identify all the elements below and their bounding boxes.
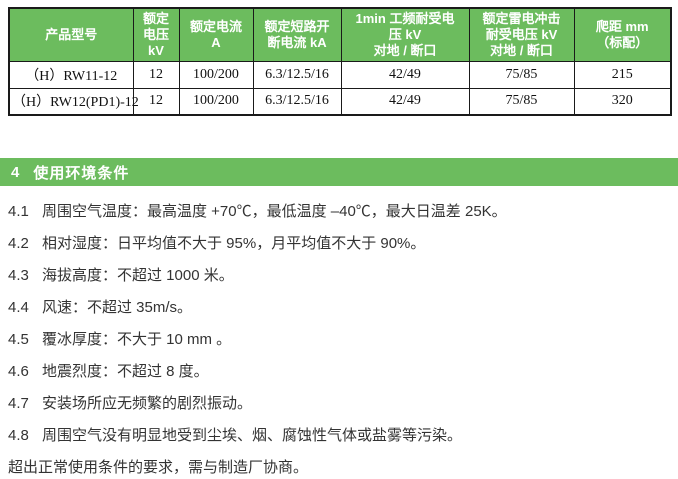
cell-power-freq-withstand: 42/49 <box>340 60 470 89</box>
table-row: （H）RW12(PD1)-12 12 100/200 6.3/12.5/16 4… <box>8 87 672 116</box>
cell-rated-current: 100/200 <box>178 60 254 89</box>
condition-item: 4.2 相对湿度：日平均值不大于 95%，月平均值不大于 90%。 <box>8 235 670 252</box>
col-header-rated-current: 额定电流 A <box>178 7 254 62</box>
condition-text: 周围空气没有明显地受到尘埃、烟、腐蚀性气体或盐雾等污染。 <box>42 427 463 444</box>
condition-number: 4.6 <box>8 363 29 380</box>
condition-text: 周围空气温度：最高温度 +70℃，最低温度 –40℃，最大日温差 25K。 <box>42 203 507 220</box>
col-header-creepage: 爬距 mm （标配） <box>573 7 672 62</box>
condition-number: 4.1 <box>8 203 29 220</box>
table-header-row: 产品型号 额定 电压 kV 额定电流 A 额定短路开 断电流 kA 1min 工… <box>8 7 672 62</box>
col-header-lightning-impulse: 额定雷电冲击 耐受电压 kV 对地 / 断口 <box>468 7 575 62</box>
section-title: 使用环境条件 <box>33 164 130 182</box>
table-row: （H）RW11-12 12 100/200 6.3/12.5/16 42/49 … <box>8 60 672 89</box>
condition-number: 4.8 <box>8 427 29 444</box>
cell-lightning-impulse: 75/85 <box>468 87 575 116</box>
cell-product-model: （H）RW11-12 <box>8 60 134 89</box>
cell-breaking-current: 6.3/12.5/16 <box>252 60 342 89</box>
product-spec-table-container: 产品型号 额定 电压 kV 额定电流 A 额定短路开 断电流 kA 1min 工… <box>8 7 672 116</box>
condition-number: 4.2 <box>8 235 29 252</box>
condition-text: 安装场所应无频繁的剧烈振动。 <box>42 395 253 412</box>
cell-creepage: 215 <box>573 60 672 89</box>
col-header-breaking-current: 额定短路开 断电流 kA <box>252 7 342 62</box>
cell-rated-voltage: 12 <box>132 60 180 89</box>
col-header-rated-voltage: 额定 电压 kV <box>132 7 180 62</box>
col-header-power-freq-withstand: 1min 工频耐受电 压 kV 对地 / 断口 <box>340 7 470 62</box>
condition-text: 海拔高度：不超过 1000 米。 <box>42 267 234 284</box>
section-number: 4 <box>11 163 20 181</box>
product-spec-table: 产品型号 额定 电压 kV 额定电流 A 额定短路开 断电流 kA 1min 工… <box>8 7 672 116</box>
col-header-product-model: 产品型号 <box>8 7 134 62</box>
condition-text: 风速：不超过 35m/s。 <box>42 299 193 316</box>
section-header: 4 使用环境条件 <box>0 158 678 186</box>
condition-text: 覆冰厚度：不大于 10 mm 。 <box>42 331 232 348</box>
cell-rated-current: 100/200 <box>178 87 254 116</box>
condition-item: 4.1 周围空气温度：最高温度 +70℃，最低温度 –40℃，最大日温差 25K… <box>8 203 670 220</box>
condition-number: 4.5 <box>8 331 29 348</box>
cell-rated-voltage: 12 <box>132 87 180 116</box>
condition-text: 相对湿度：日平均值不大于 95%，月平均值不大于 90%。 <box>42 235 426 252</box>
cell-power-freq-withstand: 42/49 <box>340 87 470 116</box>
cell-lightning-impulse: 75/85 <box>468 60 575 89</box>
condition-number: 4.3 <box>8 267 29 284</box>
condition-item: 4.4 风速：不超过 35m/s。 <box>8 299 670 316</box>
condition-number: 4.7 <box>8 395 29 412</box>
cell-creepage: 320 <box>573 87 672 116</box>
cell-breaking-current: 6.3/12.5/16 <box>252 87 342 116</box>
condition-item: 4.3 海拔高度：不超过 1000 米。 <box>8 267 670 284</box>
condition-item: 4.8 周围空气没有明显地受到尘埃、烟、腐蚀性气体或盐雾等污染。 <box>8 427 670 444</box>
condition-item: 4.7 安装场所应无频繁的剧烈振动。 <box>8 395 670 412</box>
footnote-text: 超出正常使用条件的要求，需与制造厂协商。 <box>8 459 309 476</box>
condition-item: 4.5 覆冰厚度：不大于 10 mm 。 <box>8 331 670 348</box>
condition-number: 4.4 <box>8 299 29 316</box>
conditions-list: 4.1 周围空气温度：最高温度 +70℃，最低温度 –40℃，最大日温差 25K… <box>8 203 670 476</box>
cell-product-model: （H）RW12(PD1)-12 <box>8 87 139 116</box>
condition-item: 4.6 地震烈度：不超过 8 度。 <box>8 363 670 380</box>
condition-text: 地震烈度：不超过 8 度。 <box>42 363 209 380</box>
